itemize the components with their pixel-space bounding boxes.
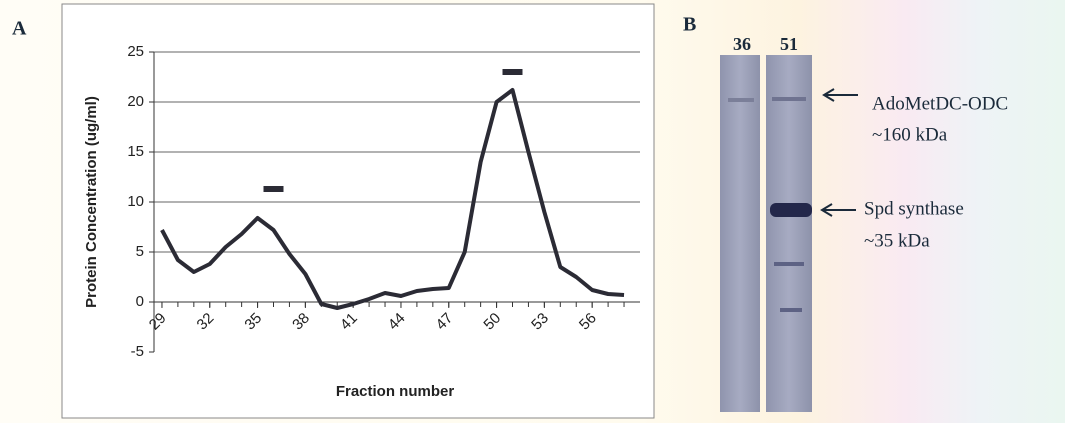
gel-band (780, 308, 802, 312)
y-tick-label: 15 (127, 143, 144, 160)
y-tick-label: -5 (131, 343, 144, 360)
panel-label: B (683, 14, 696, 36)
lane-label: 36 (733, 34, 751, 54)
annotation: ~35 kDa (864, 230, 930, 251)
gel-band (772, 97, 806, 101)
gel-lane (720, 55, 760, 412)
gel-band (728, 98, 754, 102)
annotation: AdoMetDC-ODC (872, 93, 1008, 114)
gel-band (774, 262, 804, 266)
y-tick-label: 20 (127, 93, 144, 110)
y-tick-label: 10 (127, 193, 144, 210)
gel-band (770, 203, 812, 217)
panel-label: A (12, 18, 27, 40)
annotation: Spd synthase (864, 198, 964, 219)
y-tick-label: 0 (136, 293, 144, 310)
y-axis-label: Protein Concentration (ug/ml) (83, 96, 100, 308)
gel-lane (766, 55, 812, 412)
page: A B Protein Concentration (ug/ml) Fracti… (0, 0, 1065, 423)
annotation: ~160 kDa (872, 124, 948, 145)
fraction-marker (503, 69, 523, 75)
fraction-marker (264, 186, 284, 192)
panel-frame (62, 4, 654, 418)
figure: A B Protein Concentration (ug/ml) Fracti… (0, 0, 1065, 423)
x-axis-label: Fraction number (336, 383, 455, 400)
y-tick-label: 5 (136, 243, 144, 260)
lane-label: 51 (780, 34, 798, 54)
y-tick-label: 25 (127, 43, 144, 60)
